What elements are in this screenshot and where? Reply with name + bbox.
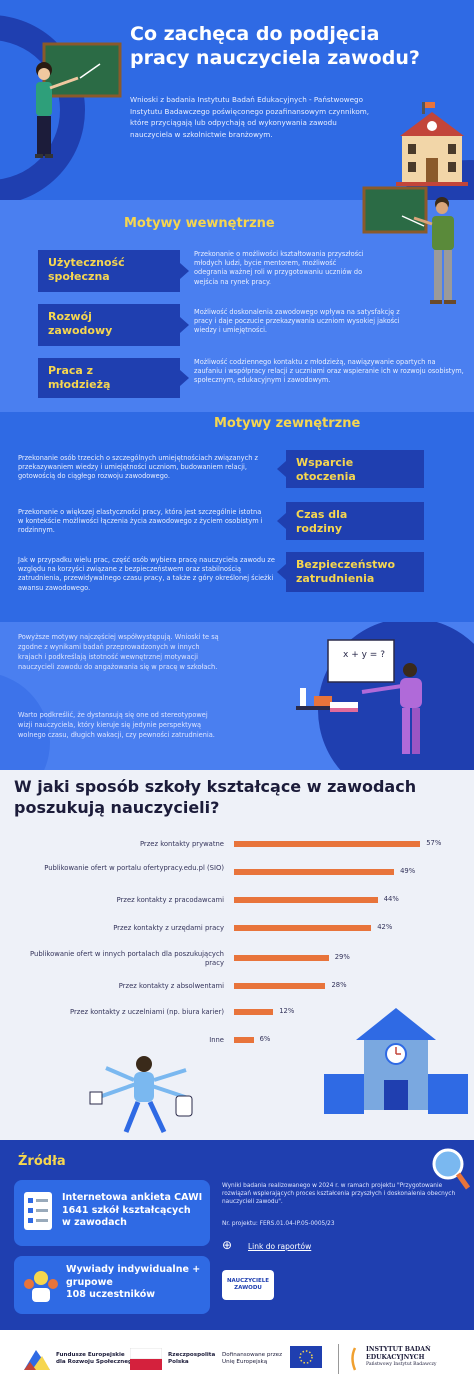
magnifier-icon [432,1148,471,1190]
bar-value-label: 49% [400,867,416,875]
source-card-cawi: Internetowa ankieta CAWI 1641 szkół kszt… [14,1180,210,1246]
project-number: Nr. projektu: FERS.01.04-IP.05-0005/23 [222,1221,335,1227]
reports-link[interactable]: Link do raportów [248,1242,312,1251]
bar-value-label: 29% [334,953,350,961]
bar-label: Przez kontakty z pracodawcami [116,896,224,904]
bar-chart: Przez kontakty prywatne 57% Publikowanie o… [0,830,474,1060]
bar-label: Publikowanie ofert w innych portalach dl… [30,950,224,967]
school-building-illustration [396,102,468,186]
bar-value-label: 42% [377,923,393,931]
bar [234,1009,274,1015]
multitasking-person-illustration [89,1056,193,1134]
badge-professional-development: Rozwój zawodowy [38,304,189,346]
bar-value-label: 12% [279,1007,295,1015]
poland-flag-icon [130,1348,162,1370]
bar [234,1037,254,1043]
fe-logo-text: Fundusze Europejskie dla Rozwoju Społecz… [56,1352,136,1365]
badge-family-time: Czas dla rodziny [277,502,424,540]
bar [234,925,372,931]
fe-logo-icon [24,1350,50,1370]
teacher-illustration-left [35,42,122,158]
desc-social-usefulness: Przekonanie o możliwości kształtowania p… [194,250,364,286]
chart-title: W jaki sposób szkoły kształcące w zawoda… [14,777,417,817]
bar-label: Publikowanie ofert w portalu ofertypracy… [44,864,224,872]
school-clock-illustration [324,1008,468,1114]
bar [234,869,395,875]
bar [234,841,421,847]
sources-title: Źródła [18,1154,66,1169]
desc-work-with-youth: Możliwość codziennego kontaktu z młodzie… [194,358,464,385]
badge-work-with-youth: Praca z młodzieżą [38,358,189,398]
source-card-interviews: Wywiady indywidualne + grupowe 108 uczes… [14,1256,210,1314]
bar-label: Przez kontakty prywatne [139,840,224,848]
ibe-logo-text: INSTYTUT BADAŃ EDUKACYJNYCH Państwowy In… [366,1346,437,1368]
teacher-illustration-right [362,186,456,304]
source-note: Wyniki badania realizowanego w 2024 r. w… [222,1183,456,1205]
badge-job-security: Bezpieczeństwo zatrudnienia [277,552,424,592]
intro-text: Wnioski z badania Instytutu Badań Edukac… [130,95,370,139]
bar-label: Przez kontakty z urzędami pracy [113,924,224,932]
bar-label: Przez kontakty z uczelniami (np. biura k… [70,1008,224,1016]
bar-value-label: 28% [331,981,347,989]
badge-environment-support: Wsparcie otoczenia [277,450,424,488]
conclusion-paragraph-1: Powyższe motywy najczęściej współwystępu… [18,633,219,671]
bar [234,955,329,961]
teacher-whiteboard-illustration [296,639,422,754]
ibe-logo-icon [351,1347,357,1371]
bar [234,983,326,989]
desc-environment-support: Przekonanie osób trzecich o szczególnych… [18,454,258,481]
footer-logos: Fundusze Europejskie dla Rozwoju Społecz… [0,1330,474,1396]
desc-family-time: Przekonanie o większej elastyczności pra… [18,508,263,535]
conclusion-paragraph-2: Warto podkreślić, że dystansują się one … [18,711,215,739]
badge-social-usefulness: Użyteczność społeczna [38,250,189,292]
rp-logo-text: Rzeczpospolita Polska [168,1352,216,1365]
page-title: Co zachęca do podjęcia pracy nauczyciela… [130,23,420,69]
external-section-title: Motywy zewnętrzne [214,416,361,431]
eu-flag-icon [290,1346,322,1368]
bar-label: Inne [209,1036,224,1044]
footer-divider [338,1344,339,1374]
eu-logo-text: Dofinansowane przez Unię Europejską [222,1352,283,1365]
globe-icon: ⊕ [222,1238,233,1252]
bar-value-label: 44% [383,895,399,903]
bar-label: Przez kontakty z absolwentami [118,982,224,990]
project-badge: NAUCZYCIELE ZAWODU [222,1270,274,1300]
bar [234,897,378,903]
bar-value-label: 57% [426,839,442,847]
whiteboard-text: x + y = ? [343,650,385,660]
desc-job-security: Jak w przypadku wielu prac, część osób w… [18,556,275,592]
checklist-icon [24,1192,52,1230]
bar-value-label: 6% [259,1035,271,1043]
internal-section-title: Motywy wewnętrzne [124,216,275,231]
group-people-icon [24,1271,58,1302]
desc-professional-development: Możliwość doskonalenia zawodowego wpływa… [194,308,400,335]
